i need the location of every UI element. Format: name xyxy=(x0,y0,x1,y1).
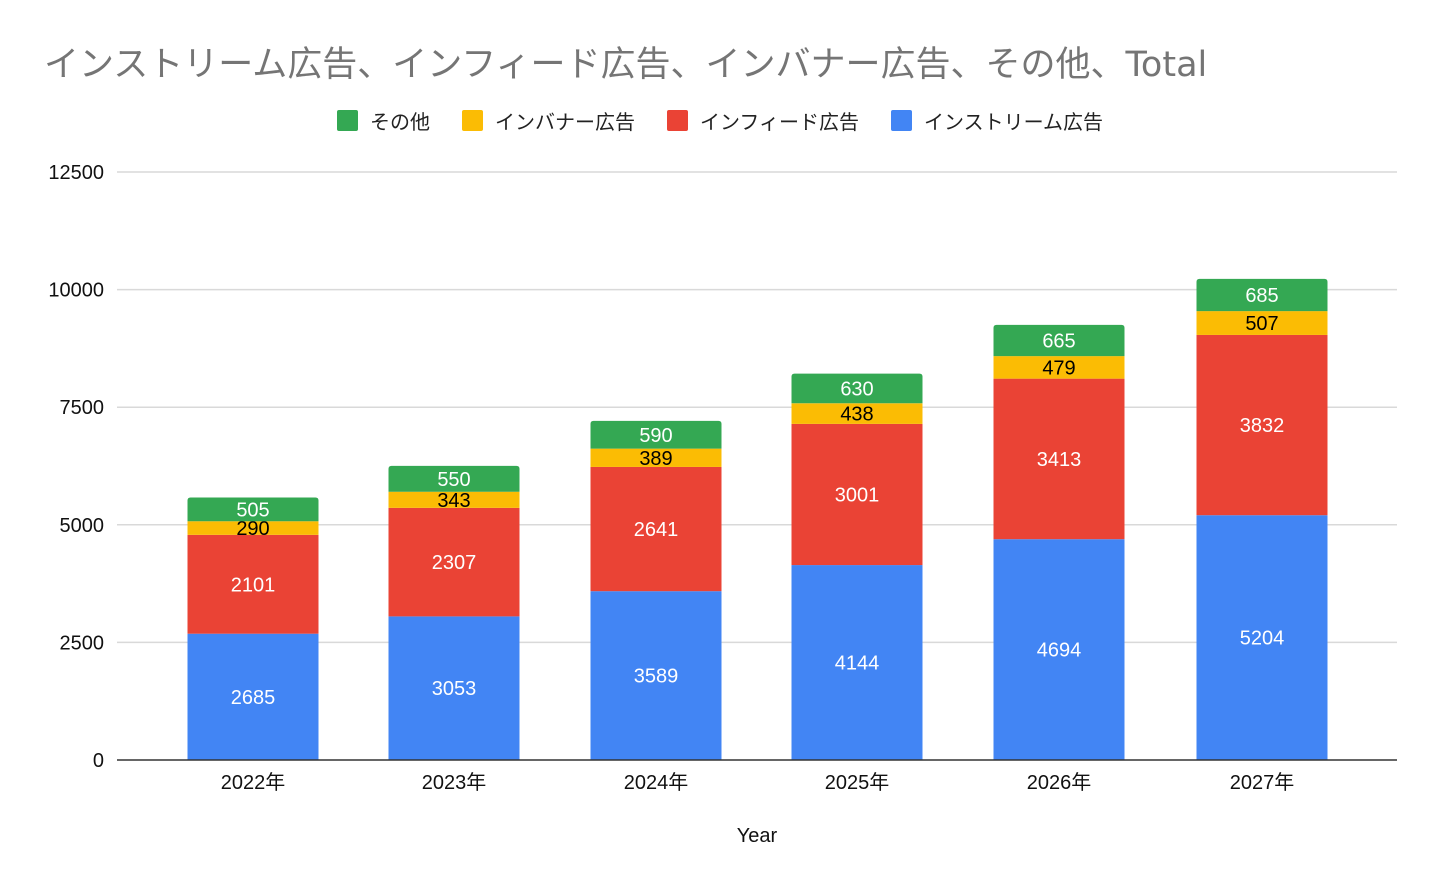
y-tick-label: 10000 xyxy=(48,280,104,302)
bar-value-label: 2685 xyxy=(231,687,276,709)
chart-legend: その他 インバナー広告 インフィード広告 インストリーム広告 xyxy=(0,106,1440,135)
bar-segment xyxy=(1196,334,1328,516)
bar-segment xyxy=(791,373,923,404)
bar-segment xyxy=(791,403,923,424)
bar-value-label: 3001 xyxy=(835,484,880,506)
y-tick-label: 5000 xyxy=(60,515,105,537)
y-tick-label: 12500 xyxy=(48,162,104,184)
bar-segment xyxy=(791,565,923,760)
legend-label: インバナー広告 xyxy=(495,110,635,134)
bar-segment xyxy=(1196,278,1328,312)
x-tick-label: 2026年 xyxy=(1027,771,1092,794)
bar-value-label: 665 xyxy=(1042,330,1075,352)
bar-value-label: 343 xyxy=(437,490,470,512)
bar-segment xyxy=(388,465,520,492)
bar-segment xyxy=(791,423,923,566)
bar-segment xyxy=(590,466,722,592)
y-tick-label: 0 xyxy=(93,750,104,772)
bar-segment xyxy=(187,534,319,634)
bar-segment xyxy=(187,521,319,535)
bar-value-label: 550 xyxy=(437,469,470,491)
bar-value-label: 4694 xyxy=(1037,640,1082,662)
bar-value-label: 290 xyxy=(236,518,269,540)
bar-value-label: 685 xyxy=(1245,285,1278,307)
legend-swatch xyxy=(462,110,483,131)
bar-segment xyxy=(1196,311,1328,335)
bar-value-label: 3589 xyxy=(634,666,679,688)
legend-label: その他 xyxy=(370,110,430,134)
legend-item: インストリーム広告 xyxy=(891,106,1103,135)
bar-value-label: 507 xyxy=(1245,313,1278,335)
bar-value-label: 2101 xyxy=(231,574,276,596)
legend-item: インフィード広告 xyxy=(667,106,859,135)
bar-value-label: 3413 xyxy=(1037,449,1082,471)
bar-value-label: 4144 xyxy=(835,653,880,675)
bar-segment xyxy=(993,324,1125,357)
bar-value-label: 479 xyxy=(1042,357,1075,379)
legend-item: インバナー広告 xyxy=(462,106,635,135)
bar-value-label: 3832 xyxy=(1240,415,1285,437)
bar-segment xyxy=(187,497,319,522)
bar-segment xyxy=(590,448,722,467)
x-tick-label: 2023年 xyxy=(422,771,487,794)
bar-segment xyxy=(1196,515,1328,760)
x-tick-label: 2025年 xyxy=(825,771,890,794)
y-tick-label: 7500 xyxy=(60,397,105,419)
bar-value-label: 2307 xyxy=(432,552,477,574)
bar-segment xyxy=(590,420,722,449)
bar-segment xyxy=(993,539,1125,760)
x-axis-title: Year xyxy=(737,825,778,847)
legend-item: その他 xyxy=(337,106,430,135)
bar-segment xyxy=(388,491,520,508)
legend-label: インストリーム広告 xyxy=(924,110,1103,134)
legend-label: インフィード広告 xyxy=(700,110,859,134)
legend-swatch xyxy=(891,110,912,131)
y-tick-label: 2500 xyxy=(60,632,105,654)
bar-value-label: 5204 xyxy=(1240,628,1285,650)
bar-value-label: 2641 xyxy=(634,519,679,541)
x-tick-label: 2022年 xyxy=(221,771,286,794)
legend-swatch xyxy=(667,110,688,131)
legend-swatch xyxy=(337,110,358,131)
bar-segment xyxy=(388,507,520,617)
x-tick-label: 2024年 xyxy=(624,771,689,794)
chart-title: インストリーム広告、インフィード広告、インバナー広告、その他、Total xyxy=(44,45,1208,85)
bar-value-label: 630 xyxy=(840,378,873,400)
bar-value-label: 389 xyxy=(639,448,672,470)
bar-value-label: 590 xyxy=(639,425,672,447)
bar-segment xyxy=(993,378,1125,540)
bar-value-label: 3053 xyxy=(432,678,477,700)
x-tick-label: 2027年 xyxy=(1230,771,1295,794)
bar-value-label: 438 xyxy=(840,404,873,426)
bar-value-label: 505 xyxy=(236,499,269,521)
bar-segment xyxy=(590,591,722,760)
bar-segment xyxy=(388,616,520,760)
bar-segment xyxy=(993,356,1125,379)
bar-segment xyxy=(187,633,319,760)
